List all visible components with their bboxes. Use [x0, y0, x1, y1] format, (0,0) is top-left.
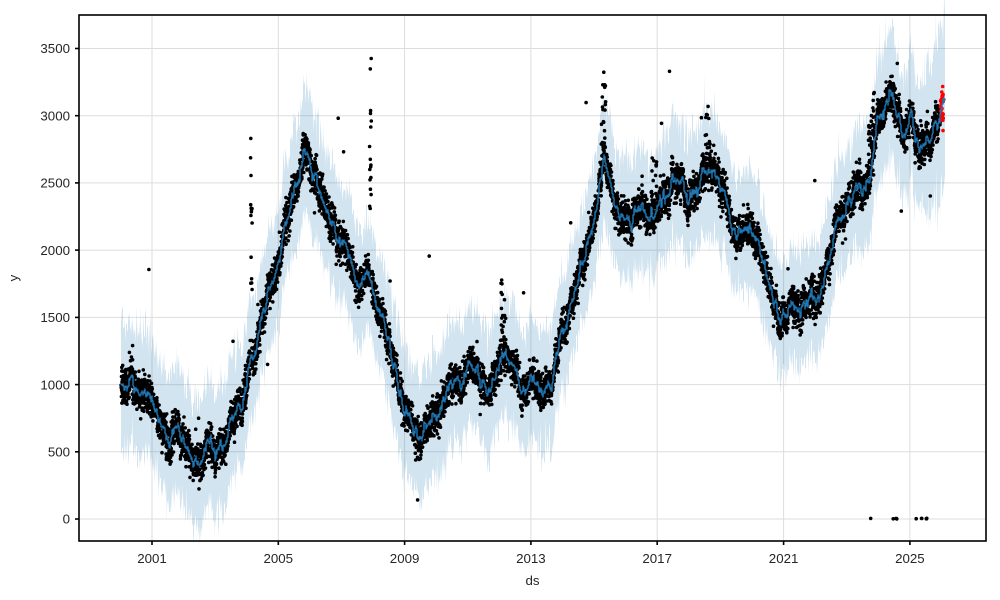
svg-text:2000: 2000: [40, 243, 70, 258]
svg-text:2021: 2021: [769, 551, 799, 566]
svg-text:2009: 2009: [390, 551, 420, 566]
svg-text:ds: ds: [525, 573, 539, 588]
svg-text:1000: 1000: [40, 377, 70, 392]
svg-text:3000: 3000: [40, 108, 70, 123]
svg-text:3500: 3500: [40, 41, 70, 56]
svg-text:y: y: [6, 274, 21, 281]
svg-text:2500: 2500: [40, 176, 70, 191]
svg-text:2001: 2001: [137, 551, 167, 566]
svg-text:0: 0: [63, 512, 70, 527]
svg-text:2005: 2005: [264, 551, 294, 566]
svg-text:2025: 2025: [895, 551, 925, 566]
svg-text:2013: 2013: [516, 551, 546, 566]
svg-text:2017: 2017: [642, 551, 672, 566]
svg-text:1500: 1500: [40, 310, 70, 325]
svg-text:500: 500: [48, 445, 70, 460]
